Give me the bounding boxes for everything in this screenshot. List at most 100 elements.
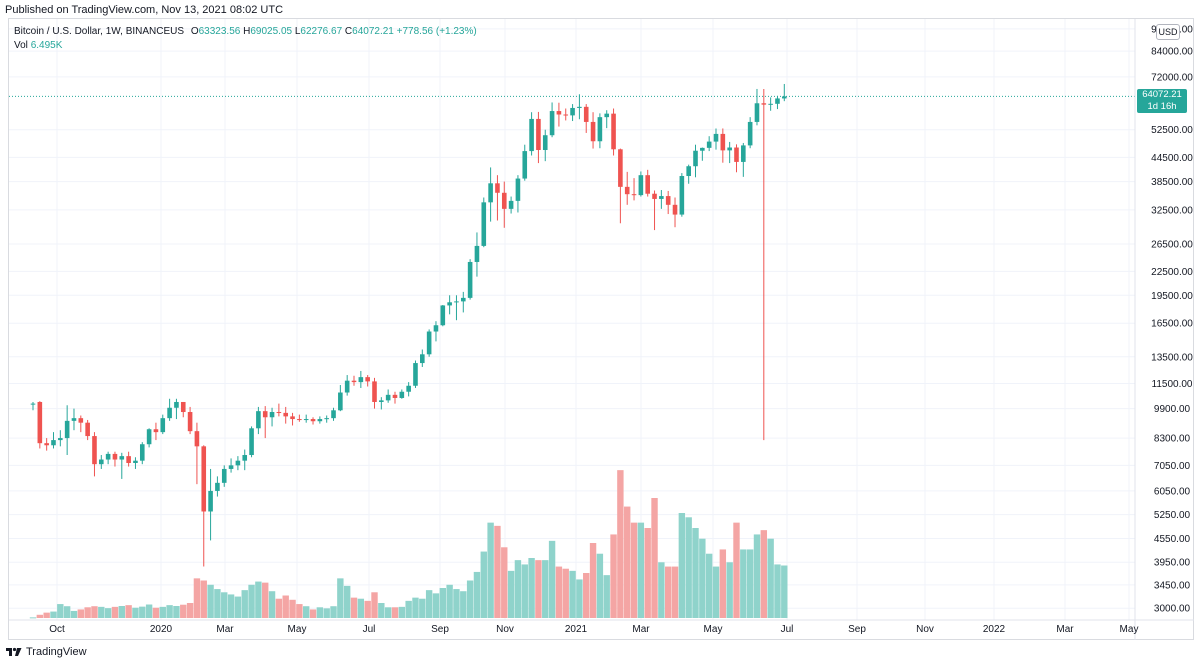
candle bbox=[542, 129, 548, 162]
volume-bar bbox=[446, 584, 453, 618]
y-tick-label: 52500.00 bbox=[1151, 125, 1193, 136]
candle bbox=[399, 389, 405, 399]
candle-body bbox=[583, 106, 589, 122]
candle bbox=[577, 94, 582, 120]
volume-bar bbox=[337, 578, 344, 618]
volume-bar bbox=[152, 607, 160, 618]
volume-bar bbox=[159, 606, 166, 618]
y-tick-label: 4550.00 bbox=[1154, 534, 1191, 545]
candle-body bbox=[782, 96, 787, 99]
y-tick-label: 26500.00 bbox=[1151, 240, 1193, 251]
candle bbox=[310, 417, 316, 425]
y-tick-label: 3950.00 bbox=[1154, 558, 1191, 569]
volume-bar bbox=[692, 528, 699, 618]
volume-bar bbox=[241, 590, 248, 618]
volume-bar bbox=[767, 538, 774, 618]
volume-bar bbox=[466, 580, 474, 618]
candle-body bbox=[420, 354, 425, 364]
candle bbox=[297, 414, 302, 422]
candle bbox=[262, 406, 268, 439]
candle-body bbox=[249, 428, 254, 456]
candle-body bbox=[440, 305, 446, 326]
candle bbox=[583, 104, 589, 133]
high-value: 69025.05 bbox=[250, 26, 293, 37]
volume-bar bbox=[173, 606, 180, 618]
candle-body bbox=[276, 412, 282, 414]
candle bbox=[167, 398, 172, 421]
candle-body bbox=[508, 200, 514, 209]
volume-bar bbox=[603, 575, 610, 618]
candle-body bbox=[488, 183, 493, 203]
candle bbox=[672, 197, 678, 228]
candle-body bbox=[344, 380, 350, 393]
volume-bar bbox=[610, 534, 617, 618]
candle-body bbox=[208, 490, 213, 512]
y-tick-label: 19500.00 bbox=[1151, 291, 1193, 302]
currency-button[interactable]: USD bbox=[1156, 24, 1180, 40]
volume-bar bbox=[651, 498, 658, 618]
candle bbox=[51, 432, 56, 449]
volume-bar bbox=[275, 598, 283, 618]
candle-body bbox=[119, 456, 125, 460]
candle bbox=[338, 385, 343, 412]
close-label: C bbox=[344, 26, 353, 37]
x-tick-label: Mar bbox=[632, 624, 650, 635]
volume-bar bbox=[733, 522, 740, 618]
volume-bar bbox=[282, 595, 289, 618]
candle-body bbox=[522, 151, 528, 179]
x-tick-label: Mar bbox=[1056, 624, 1074, 635]
candle bbox=[30, 401, 36, 411]
tradingview-logo[interactable]: TradingView bbox=[6, 646, 87, 658]
low-value: 62276.67 bbox=[300, 26, 343, 37]
candle bbox=[747, 117, 753, 149]
candle bbox=[126, 451, 131, 467]
volume-bar bbox=[637, 522, 645, 618]
chart-frame[interactable] bbox=[8, 18, 1194, 640]
volume-bar bbox=[77, 609, 85, 618]
candle-body bbox=[501, 192, 507, 209]
candle-body bbox=[679, 176, 685, 215]
volume-bar bbox=[289, 599, 296, 618]
x-tick-label: Jul bbox=[781, 624, 794, 635]
candle bbox=[365, 375, 370, 387]
candle bbox=[488, 167, 493, 222]
candle bbox=[99, 455, 104, 469]
last-price-tag: 64072.21 1d 16h bbox=[1137, 89, 1187, 114]
candle-body bbox=[481, 202, 487, 246]
volume-bar bbox=[125, 605, 132, 618]
candle bbox=[146, 428, 152, 448]
volume-bar bbox=[719, 549, 727, 618]
candle-body bbox=[78, 418, 84, 423]
x-tick-label: May bbox=[288, 624, 307, 635]
candle bbox=[228, 458, 234, 473]
candle-body bbox=[331, 410, 336, 419]
volume-bar bbox=[378, 603, 385, 618]
volume-bar bbox=[405, 600, 412, 618]
volume-bar bbox=[494, 525, 501, 618]
candle bbox=[372, 377, 377, 409]
volume-bar bbox=[391, 607, 399, 618]
volume-bar bbox=[248, 584, 255, 618]
candle bbox=[344, 375, 350, 396]
candle-body bbox=[563, 114, 569, 116]
volume-bar bbox=[617, 470, 624, 618]
volume-bar bbox=[412, 597, 419, 618]
y-tick-label: 8300.00 bbox=[1154, 434, 1191, 445]
candle-body bbox=[180, 401, 186, 413]
candle-body bbox=[283, 412, 289, 417]
candle-body bbox=[85, 422, 90, 437]
y-tick-label: 6050.00 bbox=[1154, 486, 1191, 497]
x-tick-label: Oct bbox=[49, 624, 65, 635]
candle-body bbox=[474, 245, 480, 262]
volume-bar bbox=[145, 604, 153, 618]
volume-bar bbox=[323, 608, 330, 618]
candle bbox=[652, 190, 657, 231]
candle bbox=[201, 445, 207, 567]
candle-body bbox=[713, 133, 719, 142]
candle-body bbox=[515, 178, 521, 201]
candle bbox=[604, 110, 610, 129]
volume-bar bbox=[678, 513, 686, 618]
time-axis: Oct 2020 Mar May Jul Sep Nov 2021 Mar May Jul Sep No… bbox=[9, 619, 1194, 635]
x-tick-label: Nov bbox=[916, 624, 934, 635]
